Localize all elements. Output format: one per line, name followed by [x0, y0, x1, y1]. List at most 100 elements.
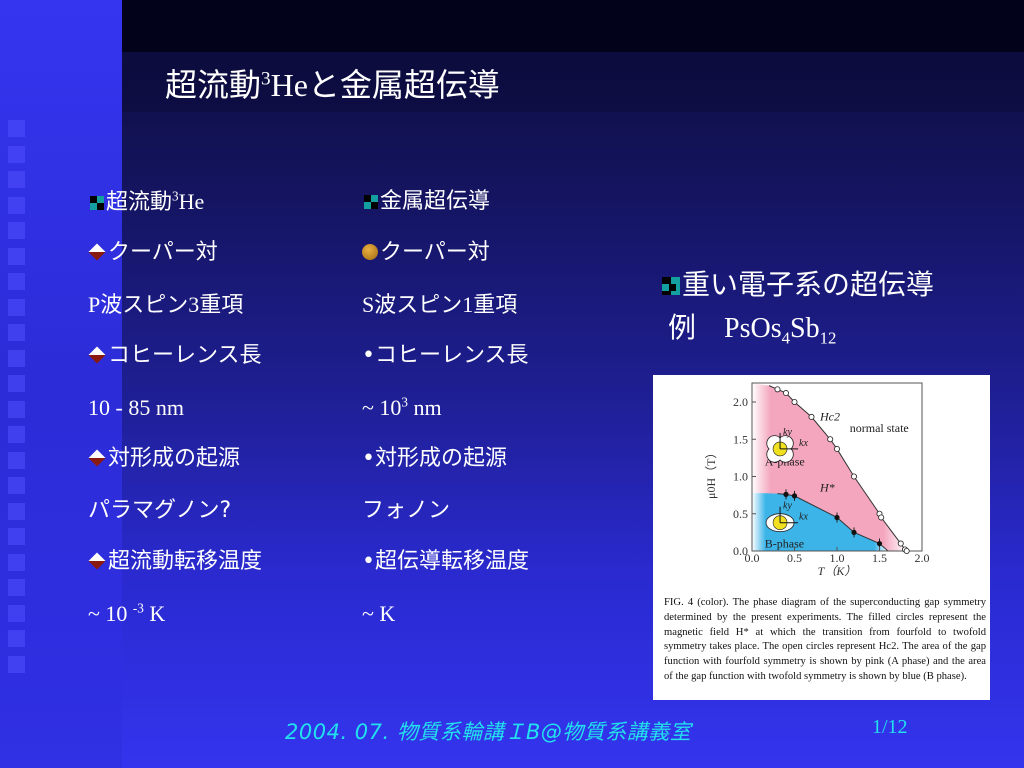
list-item: P波スピン3重項	[88, 292, 243, 318]
item-text: •コヒーレンス長	[362, 343, 529, 368]
title-sup: 3	[261, 68, 271, 90]
decor-square	[8, 196, 25, 214]
item-text: パラマグノン?	[88, 497, 232, 523]
list-item: フォノン	[362, 498, 450, 524]
value-sup: 3	[401, 394, 408, 410]
list-item: パラマグノン?	[88, 498, 231, 524]
page-number: 1/12	[872, 716, 908, 738]
list-item: 対形成の起源	[88, 446, 240, 472]
decor-square	[8, 120, 25, 137]
decor-square	[8, 171, 25, 188]
square-bullet-icon	[90, 196, 104, 210]
value-sup: -3	[132, 600, 144, 616]
value-post: K	[143, 600, 166, 626]
decor-square	[8, 298, 25, 316]
list-item: •超伝導転移温度	[362, 549, 529, 575]
item-text: ~ K	[362, 600, 396, 626]
item-text: クーパー対	[108, 240, 218, 265]
x-tick-label: 0.5	[787, 551, 802, 565]
x-tick-label: 0.0	[745, 551, 760, 565]
formula: PsOs4Sb12	[724, 313, 836, 346]
list-item: 10 - 85 nm	[88, 395, 184, 421]
list-item: S波スピン1重項	[362, 292, 517, 318]
item-text: P波スピン3重項	[88, 291, 244, 317]
list-item: •対形成の起源	[362, 446, 507, 472]
example-label: 例	[668, 311, 697, 344]
list-item: コヒーレンス長	[88, 343, 262, 369]
slide-title: 超流動3Heと金属超伝導	[165, 60, 500, 106]
kx-label: kx	[799, 438, 808, 449]
hstar-point	[834, 514, 840, 521]
decor-square	[8, 655, 25, 673]
title-text: 超流動	[165, 66, 262, 104]
phase-diagram-svg: 0.0 0.5 1.0 1.5 2.0 0.0 0.5 1.0 1.5 2.0 T（K） μ0H（T）…	[704, 382, 930, 578]
value-post: nm	[408, 394, 442, 420]
hc2-point	[897, 540, 904, 547]
decor-square	[8, 630, 25, 647]
decor-square	[8, 477, 25, 494]
ky-label: ky	[783, 501, 792, 512]
hc2-point	[833, 445, 840, 452]
diamond-bullet-icon	[88, 243, 106, 261]
heading-text: 重い電子系の超伝導	[682, 268, 935, 301]
decor-square	[8, 349, 25, 367]
decor-square	[8, 426, 25, 443]
decor-square	[8, 145, 25, 163]
y-tick-label: 1.0	[733, 470, 748, 484]
y-tick-label: 2.0	[733, 395, 748, 409]
left-heading: 超流動3He	[90, 189, 204, 216]
formula-sub: 12	[819, 328, 837, 348]
right-heading: 金属超伝導	[364, 189, 490, 215]
title-he: He	[270, 67, 308, 103]
value-pre: ~ 10	[362, 394, 402, 420]
decor-square	[8, 604, 25, 622]
heavy-fermion-heading: 重い電子系の超伝導	[662, 268, 934, 302]
square-bullet-icon	[662, 277, 680, 295]
diamond-bullet-icon	[88, 346, 106, 364]
list-item: クーパー対	[88, 240, 218, 266]
hc2-label: Hc2	[819, 410, 840, 424]
decor-square	[8, 502, 25, 520]
diamond-bullet-icon	[88, 552, 106, 570]
ball-bullet-icon	[362, 244, 378, 260]
x-tick-label: 1.0	[830, 551, 845, 565]
hc2-point	[850, 473, 857, 480]
item-value: ~ 10 -3 K	[88, 601, 165, 626]
item-value: ~ 103 nm	[362, 395, 442, 420]
list-item: •コヒーレンス長	[362, 343, 529, 369]
x-tick-label: 2.0	[915, 551, 930, 565]
heading-he: He	[178, 189, 205, 214]
hstar-point	[783, 491, 789, 497]
b-phase-label: B-phase	[765, 536, 804, 550]
decor-square	[8, 375, 25, 392]
decor-square	[8, 222, 25, 239]
item-text: •対形成の起源	[362, 446, 507, 471]
hstar-point	[876, 540, 883, 547]
formula-part: Sb	[790, 313, 820, 344]
formula-part: PsOs	[724, 313, 782, 344]
heading-text: 金属超伝導	[380, 189, 491, 214]
item-text: フォノン	[362, 497, 451, 523]
decor-square	[8, 273, 25, 290]
item-text: •超伝導転移温度	[362, 549, 529, 574]
item-text: 対形成の起源	[108, 446, 241, 471]
hstar-label: H*	[819, 480, 835, 494]
hstar-point	[791, 493, 798, 499]
y-tick-label: 0.0	[733, 544, 748, 558]
decor-square	[8, 579, 25, 596]
heading-sup: 3	[172, 188, 179, 204]
left-decor-strip	[0, 0, 122, 768]
decor-square	[8, 451, 25, 469]
list-item: ~ K	[362, 601, 395, 627]
title-band	[122, 52, 1024, 112]
phase-diagram-figure: 0.0 0.5 1.0 1.5 2.0 0.0 0.5 1.0 1.5 2.0 T（K） μ0H（T）…	[653, 375, 990, 700]
hc2-point	[782, 390, 789, 397]
item-text: 10 - 85 nm	[88, 394, 184, 420]
formula-sub: 4	[781, 328, 790, 348]
hstar-point	[851, 529, 857, 535]
x-tick-label: 1.5	[872, 551, 887, 565]
square-bullet-icon	[364, 195, 378, 209]
decor-square	[8, 553, 25, 571]
list-item: ~ 10 -3 K	[88, 601, 165, 628]
decor-square	[8, 400, 25, 418]
